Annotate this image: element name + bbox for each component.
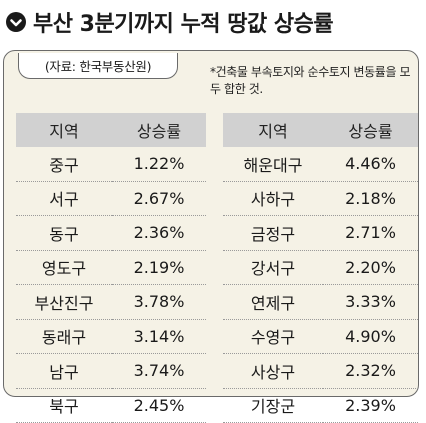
table-row: 동래구 3.14%: [16, 319, 206, 354]
header-region: 지역: [223, 113, 323, 147]
footnote: *건축물 부속토지와 순수토지 변동률을 모두 합한 것.: [210, 65, 411, 96]
table-row: 북구 2.45%: [16, 388, 206, 423]
rate-value: 2.19%: [112, 250, 206, 285]
table-row: 서구 2.67%: [16, 181, 206, 216]
rate-value: 3.74%: [112, 353, 206, 389]
region-name: 금정구: [223, 215, 323, 251]
table-row: 영도구 2.19%: [16, 250, 206, 285]
table-header-row: 지역 상승률: [16, 113, 206, 147]
header-region: 지역: [16, 113, 112, 147]
region-name: 사하구: [223, 181, 323, 216]
region-name: 연제구: [223, 284, 323, 320]
region-name: 중구: [16, 147, 112, 182]
region-name: 강서구: [223, 250, 323, 285]
table-row: 금정구 2.71%: [223, 215, 418, 251]
region-name: 부산진구: [16, 284, 112, 320]
region-name: 동래구: [16, 319, 112, 354]
header-rate: 상승률: [323, 113, 418, 147]
table-row: 부산진구 3.78%: [16, 284, 206, 320]
rate-value: 1.22%: [112, 147, 206, 182]
rate-value: 3.14%: [112, 319, 206, 354]
header-rate: 상승률: [112, 113, 206, 147]
region-name: 서구: [16, 181, 112, 216]
table-row: 기장군 2.39%: [223, 388, 418, 423]
table-row: 중구 1.22%: [16, 147, 206, 182]
table-row: 사하구 2.18%: [223, 181, 418, 216]
rate-value: 2.32%: [323, 353, 418, 389]
region-name: 남구: [16, 353, 112, 389]
rate-value: 2.36%: [112, 215, 206, 251]
table-row: 수영구 4.90%: [223, 319, 418, 354]
region-name: 북구: [16, 388, 112, 423]
table-row: 강서구 2.20%: [223, 250, 418, 285]
region-table-right: 지역 상승률 해운대구 4.46% 사하구 2.18% 금정구 2.71% 강서구 2.…: [223, 113, 418, 423]
table-row: 연제구 3.33%: [223, 284, 418, 320]
rate-value: 2.18%: [323, 181, 418, 216]
region-name: 기장군: [223, 388, 323, 423]
page-title: 부산 3분기까지 누적 땅값 상승률: [33, 12, 334, 37]
rate-value: 2.67%: [112, 181, 206, 216]
region-name: 영도구: [16, 250, 112, 285]
region-name: 동구: [16, 215, 112, 251]
rate-value: 3.33%: [323, 284, 418, 320]
title-row: 부산 3분기까지 누적 땅값 상승률: [5, 5, 334, 39]
table-header-row: 지역 상승률: [223, 113, 418, 147]
table-row: 해운대구 4.46%: [223, 147, 418, 182]
rate-value: 3.78%: [112, 284, 206, 320]
rate-value: 2.71%: [323, 215, 418, 251]
region-name: 해운대구: [223, 147, 323, 182]
table-row: 동구 2.36%: [16, 215, 206, 251]
rate-value: 4.46%: [323, 147, 418, 182]
table-row: 사상구 2.32%: [223, 353, 418, 389]
source-label: (자료: 한국부동산원): [18, 53, 178, 79]
rate-value: 2.45%: [112, 388, 206, 423]
rate-value: 2.20%: [323, 250, 418, 285]
region-table-left: 지역 상승률 중구 1.22% 서구 2.67% 동구 2.36% 영도구 2.19% …: [16, 113, 206, 423]
region-name: 수영구: [223, 319, 323, 354]
region-name: 사상구: [223, 353, 323, 389]
rate-value: 2.39%: [323, 388, 418, 423]
table-row: 남구 3.74%: [16, 353, 206, 389]
rate-value: 4.90%: [323, 319, 418, 354]
down-arrow-circle-icon: [6, 12, 26, 32]
